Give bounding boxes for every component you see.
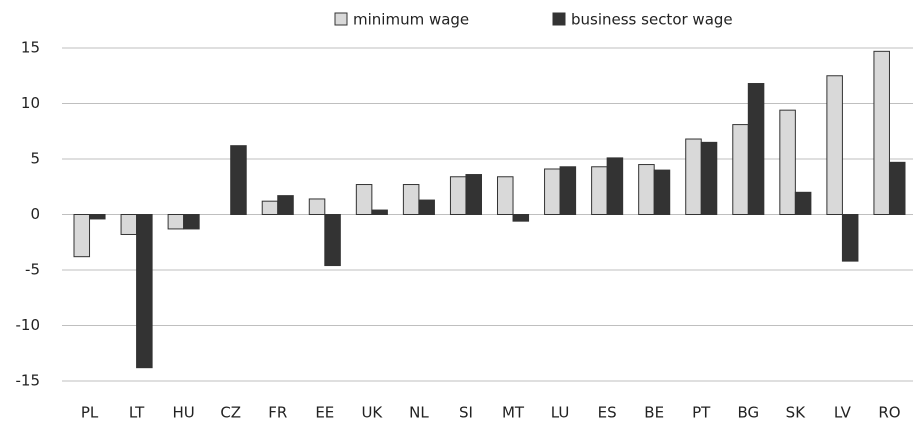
bar (136, 214, 153, 369)
x-tick-label: FR (268, 404, 287, 422)
bar (418, 199, 435, 216)
x-tick-label: MT (502, 404, 525, 422)
x-tick-label: SK (786, 404, 807, 422)
bar (591, 166, 608, 216)
bar (873, 50, 890, 215)
bar (888, 161, 906, 215)
bar (544, 168, 561, 216)
bar (496, 176, 514, 215)
bar (308, 198, 326, 216)
bar (371, 209, 388, 215)
bar (120, 214, 138, 235)
y-tick-label: 15 (21, 39, 40, 57)
bar (230, 145, 247, 215)
bar (794, 191, 812, 216)
bar (779, 109, 796, 215)
y-tick-label: 10 (21, 94, 40, 112)
legend-label: business sector wage (571, 11, 733, 29)
x-tick-label: BG (737, 404, 759, 422)
bar (449, 176, 467, 215)
bar (685, 138, 702, 216)
bar (512, 214, 530, 222)
x-tick-label: RO (878, 404, 900, 422)
bar (653, 169, 671, 216)
y-tick-label: 5 (30, 150, 40, 168)
x-tick-label: UK (361, 404, 383, 422)
x-tick-label: EE (315, 404, 334, 422)
bar (465, 174, 483, 215)
legend-swatch (552, 12, 566, 26)
x-tick-label: LT (129, 404, 145, 422)
x-tick-label: ES (598, 404, 617, 422)
y-tick-label: -15 (16, 372, 41, 390)
x-tick-label: PL (81, 404, 99, 422)
bar (559, 166, 577, 216)
bar (73, 214, 91, 258)
x-tick-label: CZ (220, 404, 241, 422)
bar (324, 214, 341, 267)
bar (606, 157, 624, 215)
y-tick-label: 0 (30, 205, 40, 223)
bar (638, 164, 655, 216)
bar (700, 141, 718, 216)
bar (261, 200, 279, 215)
bar (732, 124, 749, 215)
legend-label: minimum wage (353, 11, 469, 29)
bar (826, 75, 843, 215)
bar (747, 83, 765, 215)
bar (402, 184, 420, 215)
x-tick-label: SI (459, 404, 473, 422)
legend-swatch (334, 12, 348, 26)
bar (841, 214, 859, 262)
y-tick-label: -5 (25, 261, 40, 279)
x-tick-label: LU (551, 404, 570, 422)
x-tick-label: LV (834, 404, 852, 422)
x-tick-label: PT (692, 404, 711, 422)
bar (277, 195, 294, 216)
bar (183, 214, 200, 230)
bar (167, 214, 185, 230)
bar (89, 214, 106, 220)
bar (355, 184, 373, 215)
x-tick-label: HU (173, 404, 195, 422)
y-tick-label: -10 (16, 316, 41, 334)
x-tick-label: BE (644, 404, 664, 422)
x-tick-label: NL (409, 404, 429, 422)
